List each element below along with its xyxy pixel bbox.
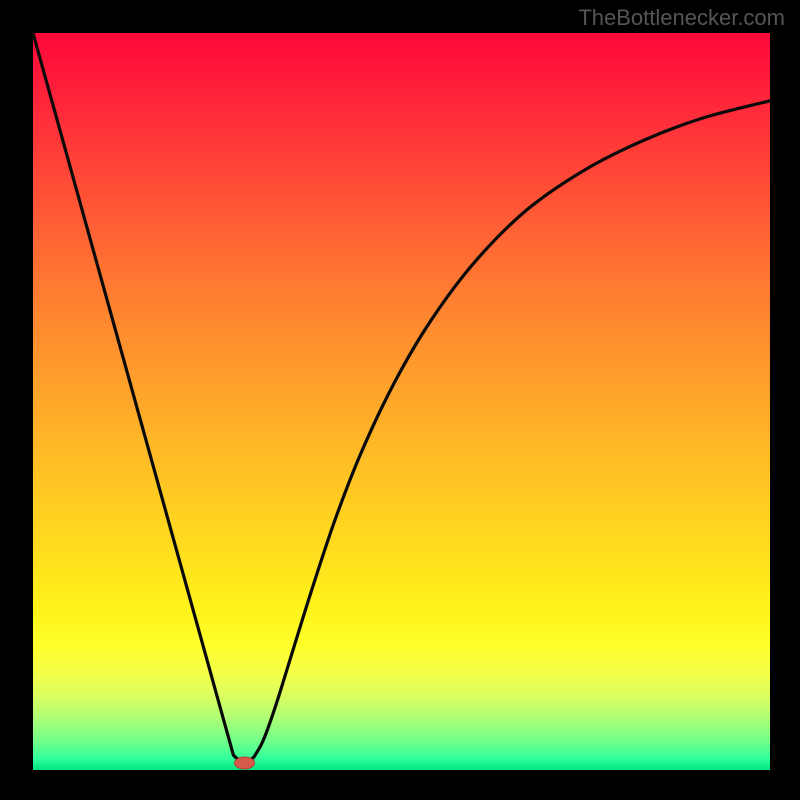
watermark-text: TheBottlenecker.com <box>578 5 785 31</box>
plot-area <box>33 33 770 770</box>
curve-layer <box>33 33 770 770</box>
apex-marker <box>235 757 255 769</box>
bottleneck-curve <box>33 33 770 762</box>
chart-stage: TheBottlenecker.com <box>0 0 800 800</box>
